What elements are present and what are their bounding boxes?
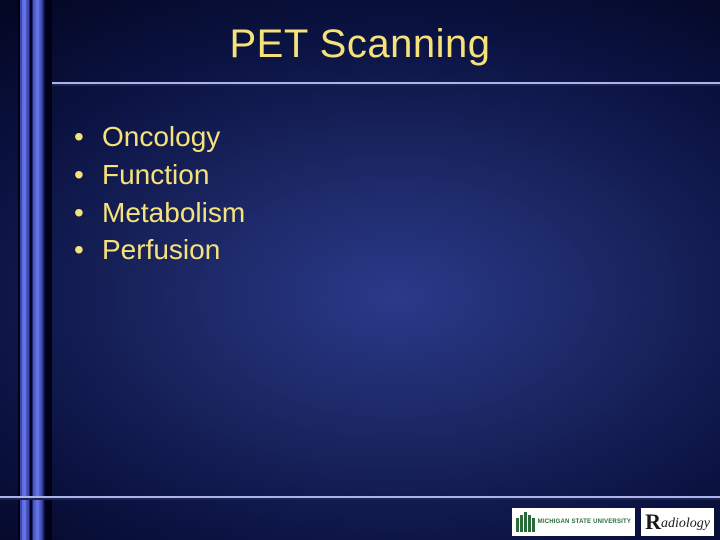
msu-logo-text: MICHIGAN STATE UNIVERSITY [538,519,631,525]
bullet-item: Function [74,156,245,194]
msu-building-icon [516,512,535,532]
bullet-list: Oncology Function Metabolism Perfusion [74,118,245,269]
radiology-logo: Radiology [641,508,714,536]
title-underline-shadow [52,84,720,86]
msu-logo: MICHIGAN STATE UNIVERSITY [512,508,635,536]
footer-logos: MICHIGAN STATE UNIVERSITY Radiology [512,508,714,536]
radiology-logo-text: Radiology [645,509,710,535]
left-accent-bar [18,0,52,540]
bullet-item: Perfusion [74,231,245,269]
slide-title: PET Scanning [0,22,720,67]
bullet-item: Metabolism [74,194,245,232]
footer-line-shadow [0,498,720,500]
bullet-item: Oncology [74,118,245,156]
slide: PET Scanning Oncology Function Metabolis… [0,0,720,540]
